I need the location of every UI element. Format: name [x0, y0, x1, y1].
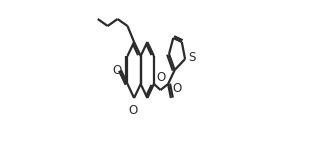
- Text: O: O: [112, 64, 122, 76]
- Text: O: O: [173, 82, 182, 95]
- Text: O: O: [129, 104, 138, 117]
- Text: O: O: [157, 71, 166, 84]
- Text: S: S: [188, 51, 195, 64]
